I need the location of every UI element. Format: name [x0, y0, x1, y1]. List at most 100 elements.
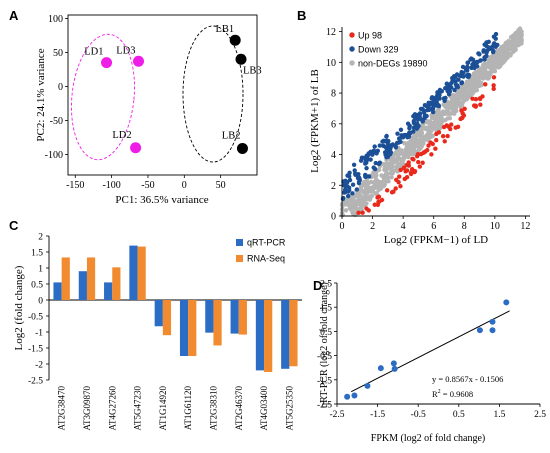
- non-deg-point: [499, 44, 504, 50]
- degs-x-tick-label: 4: [401, 221, 406, 232]
- bar-category-label: AT1G14920: [158, 386, 168, 431]
- non-deg-point: [394, 164, 399, 170]
- down-deg-point: [454, 84, 459, 89]
- down-deg-point: [476, 51, 481, 56]
- pca-point-lb2: [236, 142, 248, 154]
- non-deg-point: [351, 211, 357, 216]
- down-deg-point: [356, 171, 361, 177]
- up-deg-point: [417, 164, 422, 169]
- panel-label-a: A: [9, 8, 19, 23]
- down-deg-point: [443, 85, 448, 91]
- up-deg-point: [440, 134, 446, 139]
- bar-category-label: AT4G27260: [107, 386, 117, 431]
- non-deg-point: [349, 199, 355, 204]
- correlation-scatter-plot: -2.5 -1.5 -0.5 0.5 1.5 2.5 2.5 1.5 0.5 -0.5 -1.5 -2…: [317, 280, 546, 445]
- lb-cluster-ellipse: [182, 25, 244, 163]
- pca-point-label-lb2: LB2: [222, 130, 241, 141]
- bar-rna-seq-at5g25350: [289, 300, 298, 367]
- non-deg-point: [388, 170, 394, 176]
- down-deg-point: [384, 133, 389, 139]
- degs-y-tick-label: 10: [326, 58, 336, 69]
- degs-scatter-plot: 0 2 4 6 8 10 12 0 2 4 6 8 10 12 Up 98 Down 329 non-DE…: [309, 26, 530, 246]
- corr-x-tick-label: -1.5: [370, 410, 385, 420]
- down-deg-point: [396, 136, 402, 141]
- non-deg-point: [402, 140, 407, 146]
- up-deg-point: [376, 194, 382, 199]
- non-deg-point: [372, 172, 378, 177]
- non-deg-point: [494, 50, 500, 55]
- non-deg-point: [376, 167, 382, 173]
- non-deg-point: [385, 166, 390, 171]
- degs-y-tick-label: 0: [331, 212, 336, 223]
- regression-line: [350, 310, 510, 393]
- down-deg-point: [491, 48, 496, 54]
- corr-point: [391, 365, 398, 372]
- bar-qrt-pcr-at1g61120: [179, 300, 189, 356]
- down-deg-point: [456, 77, 461, 82]
- pca-y-tick-label: 0: [58, 82, 63, 93]
- corr-point: [489, 327, 496, 334]
- up-deg-point: [434, 137, 439, 143]
- non-deg-point: [414, 142, 419, 147]
- pca-x-axis-title: PC1: 36.5% variance: [115, 194, 208, 206]
- down-deg-point: [417, 114, 422, 120]
- panel-label-b: B: [297, 8, 306, 23]
- degs-x-axis-title: Log2 (FPKM−1) of LD: [384, 234, 488, 246]
- down-deg-point: [400, 135, 406, 140]
- non-deg-point: [380, 174, 385, 179]
- non-deg-point: [453, 106, 459, 111]
- non-deg-point: [389, 175, 394, 180]
- degs-x-tick-label: 8: [462, 221, 467, 232]
- down-deg-point: [405, 121, 411, 126]
- down-deg-point: [459, 80, 464, 86]
- bar-rna-seq-at4g03400: [264, 300, 273, 372]
- down-deg-point: [346, 187, 352, 193]
- corr-y-tick-label: 2.5: [320, 280, 332, 290]
- non-deg-point: [412, 148, 417, 153]
- bar-y-tick-label: -1.5: [28, 345, 43, 355]
- down-deg-point: [345, 184, 350, 189]
- up-deg-point: [446, 124, 451, 129]
- bar-rna-seq-at4g27260: [112, 267, 121, 300]
- degs-y-tick-label: 12: [326, 27, 336, 38]
- down-deg-point: [483, 41, 489, 47]
- non-deg-point: [343, 208, 349, 213]
- down-deg-point: [393, 145, 399, 150]
- bar-category-label: AT2G38470: [57, 386, 67, 431]
- non-deg-point: [462, 89, 467, 94]
- non-deg-point: [490, 66, 495, 72]
- up-deg-point: [430, 141, 435, 147]
- ld-cluster-ellipse: [71, 33, 135, 161]
- bar-qrt-pcr-at2g38470: [53, 282, 62, 300]
- bar-rna-seq-at1g14920: [162, 300, 172, 336]
- up-deg-point: [406, 163, 412, 168]
- corr-point: [377, 365, 384, 372]
- up-deg-point: [379, 197, 385, 203]
- degs-x-tick-label: 12: [520, 221, 530, 232]
- down-deg-point: [448, 81, 453, 87]
- pca-point-lb3: [235, 53, 247, 65]
- down-deg-point: [411, 118, 417, 124]
- corr-x-tick-label: 0.5: [453, 410, 465, 420]
- down-deg-point: [436, 103, 442, 109]
- down-deg-point: [490, 44, 495, 50]
- down-deg-point: [460, 64, 466, 70]
- non-deg-point: [473, 69, 478, 75]
- non-deg-point: [406, 154, 411, 160]
- down-deg-point: [483, 54, 488, 59]
- degs-legend: Up 98 Down 329 non-DEGs 19890: [349, 31, 428, 69]
- down-deg-point: [478, 58, 483, 63]
- down-deg-point: [384, 150, 390, 155]
- non-deg-point: [496, 64, 502, 69]
- non-deg-point: [490, 58, 495, 64]
- bar-rna-seq-at2g46370: [238, 300, 247, 335]
- non-deg-point: [477, 83, 483, 88]
- up-deg-point: [433, 146, 438, 151]
- up-deg-point: [360, 210, 365, 215]
- down-deg-point: [407, 131, 413, 136]
- non-deg-point: [375, 184, 381, 190]
- down-deg-point: [371, 165, 376, 170]
- pca-y-tick-label: -50: [50, 116, 63, 127]
- non-deg-point: [354, 193, 360, 198]
